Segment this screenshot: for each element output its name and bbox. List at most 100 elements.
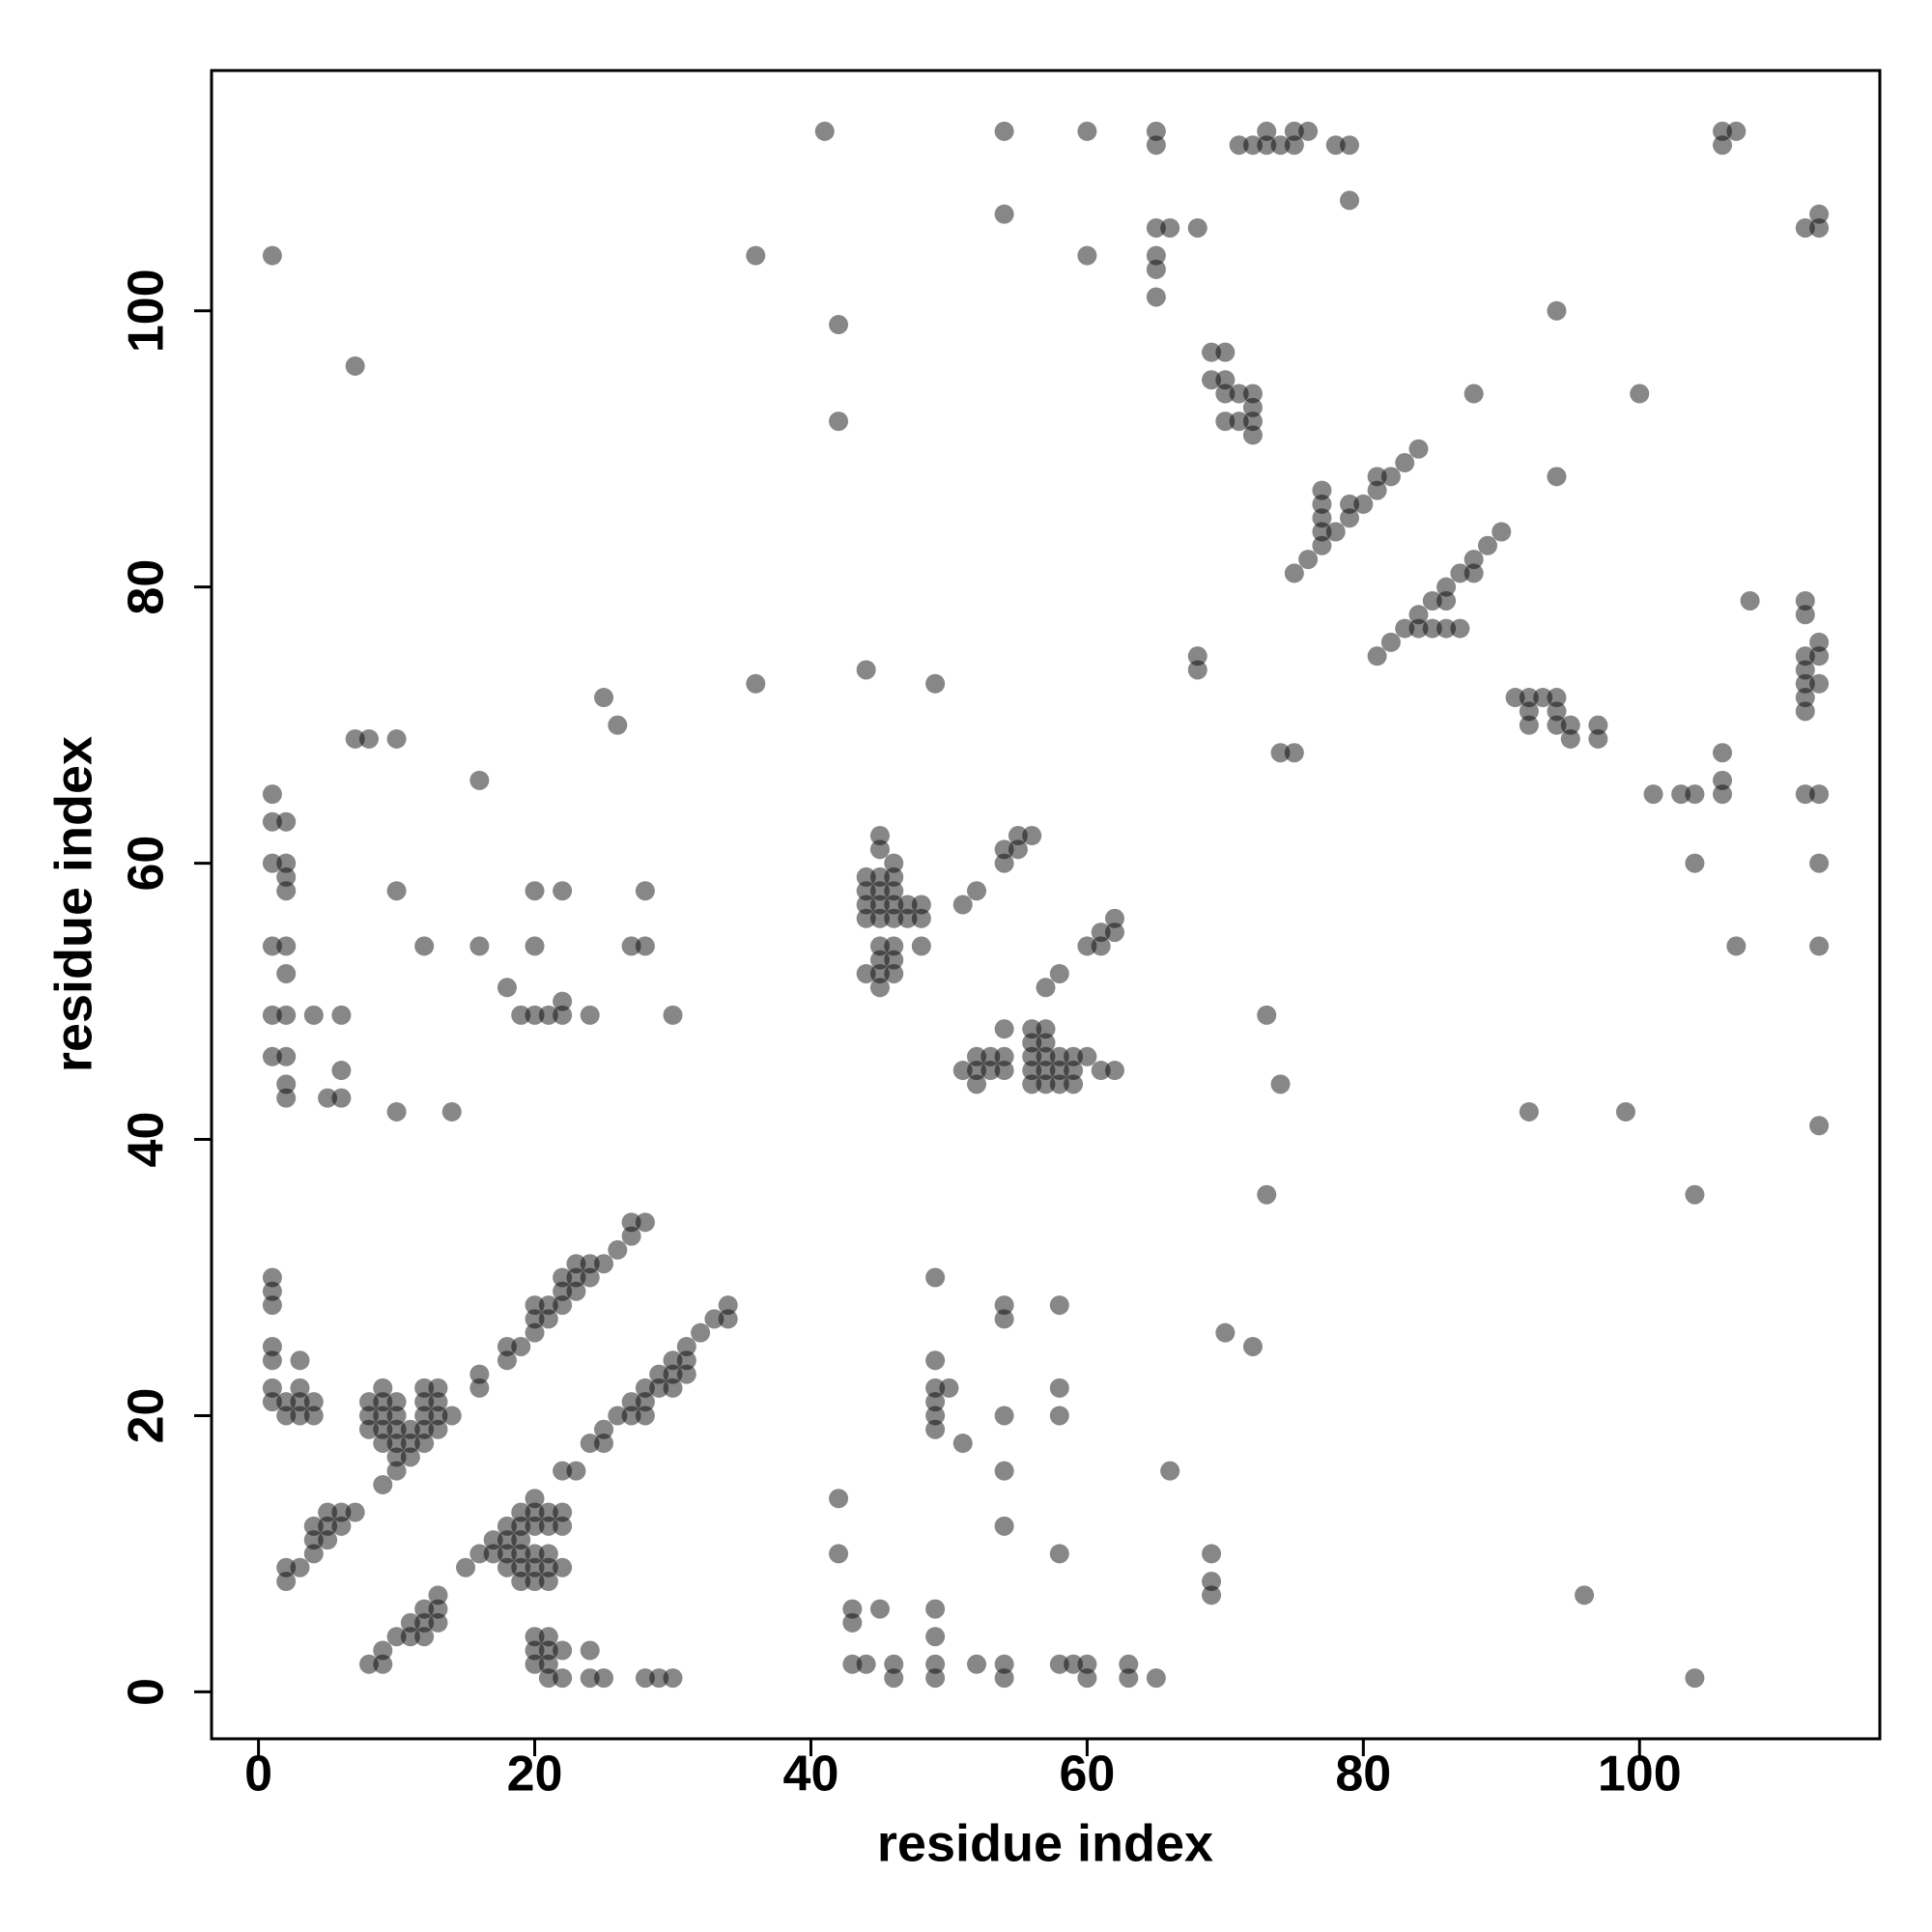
point [400,1419,420,1439]
point [635,1378,655,1398]
point [262,853,282,873]
point [386,1627,407,1647]
point [318,1502,338,1522]
point [663,1364,683,1384]
point [262,1378,282,1398]
point [1436,618,1457,639]
point [386,881,407,901]
point [1463,563,1484,583]
point [358,1392,379,1412]
point [1022,1033,1042,1053]
point [594,1254,614,1274]
point [994,853,1014,873]
point [469,1544,490,1564]
point [428,1378,448,1398]
point [1340,508,1360,528]
point [358,1654,379,1674]
point [856,963,876,983]
point [1008,839,1028,860]
point [925,1654,946,1674]
point [566,1254,586,1274]
point [994,1019,1014,1039]
point [1008,826,1028,846]
point [746,673,766,694]
point [869,950,890,970]
point [497,1530,517,1550]
point [1809,632,1830,652]
point [635,1392,655,1412]
point [525,1295,545,1316]
point [980,1046,1001,1066]
point [1795,217,1815,238]
point [525,1516,545,1536]
point [1064,1074,1084,1094]
point [884,908,904,928]
point [1146,135,1166,156]
point [373,1392,393,1412]
point [469,1378,490,1398]
point [1312,480,1332,500]
point [345,355,365,376]
point [456,1557,476,1577]
point [1713,743,1733,763]
point [358,728,379,749]
point [303,1392,324,1412]
point [621,936,641,956]
point [1049,1544,1069,1564]
point [594,688,614,708]
point [1215,384,1236,404]
point [1685,853,1705,873]
point [1312,494,1332,514]
point [718,1295,738,1316]
point [1077,1668,1097,1689]
point [538,1309,558,1329]
point [386,1406,407,1426]
point [1809,204,1830,224]
point [1630,384,1650,404]
point [290,1406,310,1426]
point [1215,1322,1236,1343]
point [649,1378,669,1398]
point [1547,701,1567,722]
point [1049,1074,1069,1094]
point [428,1585,448,1605]
point [331,1061,352,1081]
point [1588,728,1608,749]
point [511,1336,531,1356]
point [829,412,849,432]
point [746,245,766,266]
point [318,1530,338,1550]
point [276,811,297,832]
point [691,1322,711,1343]
point [911,936,931,956]
point [994,1406,1014,1426]
point [511,1557,531,1577]
point [497,1516,517,1536]
point [1685,1668,1705,1689]
point [1284,743,1304,763]
point [994,1461,1014,1481]
point [1422,618,1442,639]
point [1049,1654,1069,1674]
point [856,881,876,901]
point [676,1336,696,1356]
point [373,1378,393,1398]
point [538,1544,558,1564]
point [1146,217,1166,238]
point [925,1378,946,1398]
point [1353,494,1374,514]
point [1187,646,1208,667]
point [925,673,946,694]
point [1408,605,1429,625]
point [1270,743,1291,763]
point [608,715,628,735]
point [525,1640,545,1661]
point [1492,522,1512,542]
point [538,1627,558,1647]
point [538,1668,558,1689]
point [276,1572,297,1592]
point [400,1447,420,1467]
point [869,826,890,846]
point [1049,1406,1069,1426]
point [925,1350,946,1371]
